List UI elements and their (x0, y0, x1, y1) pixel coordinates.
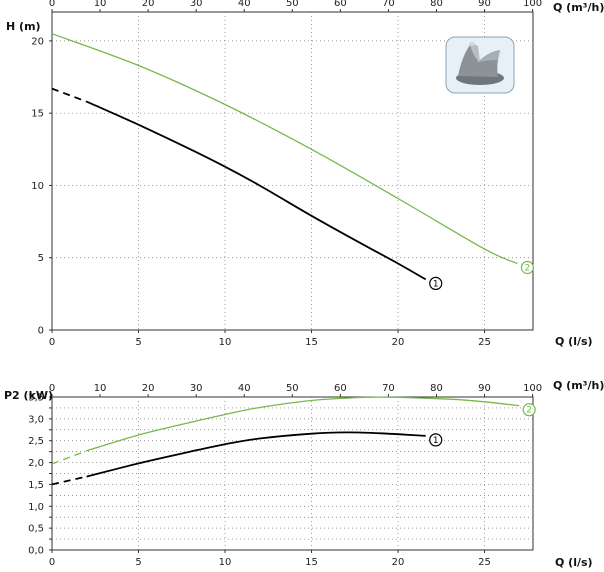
series-1-dashed-segment (51, 475, 87, 486)
x2-tick-label: 40 (238, 0, 251, 9)
head-curve-chart: 0 5 10 15 20 25 0 10 20 30 40 50 60 70 80 90 100 0 5 10 15 20… (6, 0, 604, 348)
x2-tick-label: 70 (382, 0, 395, 9)
x2-tick-label: 90 (478, 0, 491, 9)
x2-tick-label: 60 (334, 0, 347, 9)
x-tick-label: 20 (392, 337, 405, 348)
x2-tick-label: 100 (523, 0, 542, 9)
series-1-label: 1 (433, 279, 439, 289)
series-2-line (51, 33, 518, 265)
x2-tick-label: 30 (190, 383, 203, 394)
y-tick-label: 1,0 (28, 502, 44, 513)
y-tick-label: 1,5 (28, 480, 44, 491)
y-tick-label: 15 (31, 109, 44, 120)
y-tick-label: 10 (31, 181, 44, 192)
y-tick-label: 0,5 (28, 524, 44, 535)
series-2-label: 2 (525, 264, 531, 274)
x-tick-label: 5 (135, 557, 141, 568)
x2-tick-label: 40 (238, 383, 251, 394)
series-1-dashed-segment (51, 87, 87, 103)
x-tick-label: 0 (49, 337, 55, 348)
power-curve-chart: 0 5 10 15 20 25 0 10 20 30 40 50 60 70 80 90 100 0,0 0,5 1,… (4, 379, 604, 569)
y-tick-label: 3,0 (28, 414, 44, 425)
x2-tick-label: 10 (94, 0, 107, 9)
x-tick-label: 10 (219, 337, 232, 348)
y-axis-label: P2 (kW) (4, 389, 53, 402)
y-tick-label: 3,5 (28, 393, 44, 404)
x2-tick-label: 50 (286, 383, 299, 394)
y-tick-label: 5 (38, 253, 44, 264)
series-2-dashed-segment (51, 450, 87, 465)
x2-tick-label: 30 (190, 0, 203, 9)
x2-tick-label: 90 (478, 383, 491, 394)
x2-tick-label: 80 (430, 0, 443, 9)
x-tick-label: 5 (135, 337, 141, 348)
x-tick-label: 15 (305, 337, 318, 348)
x-axis-label: Q (l/s) (555, 335, 593, 348)
series-2-marker (520, 260, 535, 275)
x-tick-label: 0 (49, 557, 55, 568)
y-tick-label: 2,0 (28, 458, 44, 469)
series-1-marker (429, 433, 443, 447)
y-tick-label: 2,5 (28, 436, 44, 447)
y-tick-label: 20 (31, 36, 44, 47)
y-axis-label: H (m) (6, 20, 41, 33)
x-axis-label: Q (l/s) (555, 556, 593, 569)
x-tick-label: 15 (305, 557, 318, 568)
x2-tick-label: 60 (334, 383, 347, 394)
x2-tick-label: 100 (523, 383, 542, 394)
y-tick-label: 0,0 (28, 546, 44, 557)
impeller-image (445, 36, 515, 94)
x2-tick-label: 0 (49, 383, 55, 394)
x-tick-label: 10 (219, 557, 232, 568)
x2-tick-label: 80 (430, 383, 443, 394)
series-1-marker (429, 276, 443, 291)
x2-tick-label: 0 (49, 0, 55, 9)
x-tick-label: 25 (478, 337, 491, 348)
series-2-label: 2 (526, 406, 532, 416)
x2-tick-label: 70 (382, 383, 395, 394)
series-2-line (86, 396, 520, 452)
x2-tick-label: 10 (94, 383, 107, 394)
y-tick-label: 0 (38, 326, 44, 337)
series-1-line (86, 431, 426, 478)
series-1-line (86, 100, 427, 281)
x2-axis-label: Q (m³/h) (553, 1, 604, 14)
x2-tick-label: 20 (142, 383, 155, 394)
x-tick-label: 20 (392, 557, 405, 568)
series-1-label: 1 (433, 436, 439, 446)
x2-tick-label: 50 (286, 0, 299, 9)
x2-tick-label: 20 (142, 0, 155, 9)
series-2-marker (522, 403, 536, 417)
x-tick-label: 25 (478, 557, 491, 568)
x2-axis-label: Q (m³/h) (553, 379, 604, 392)
